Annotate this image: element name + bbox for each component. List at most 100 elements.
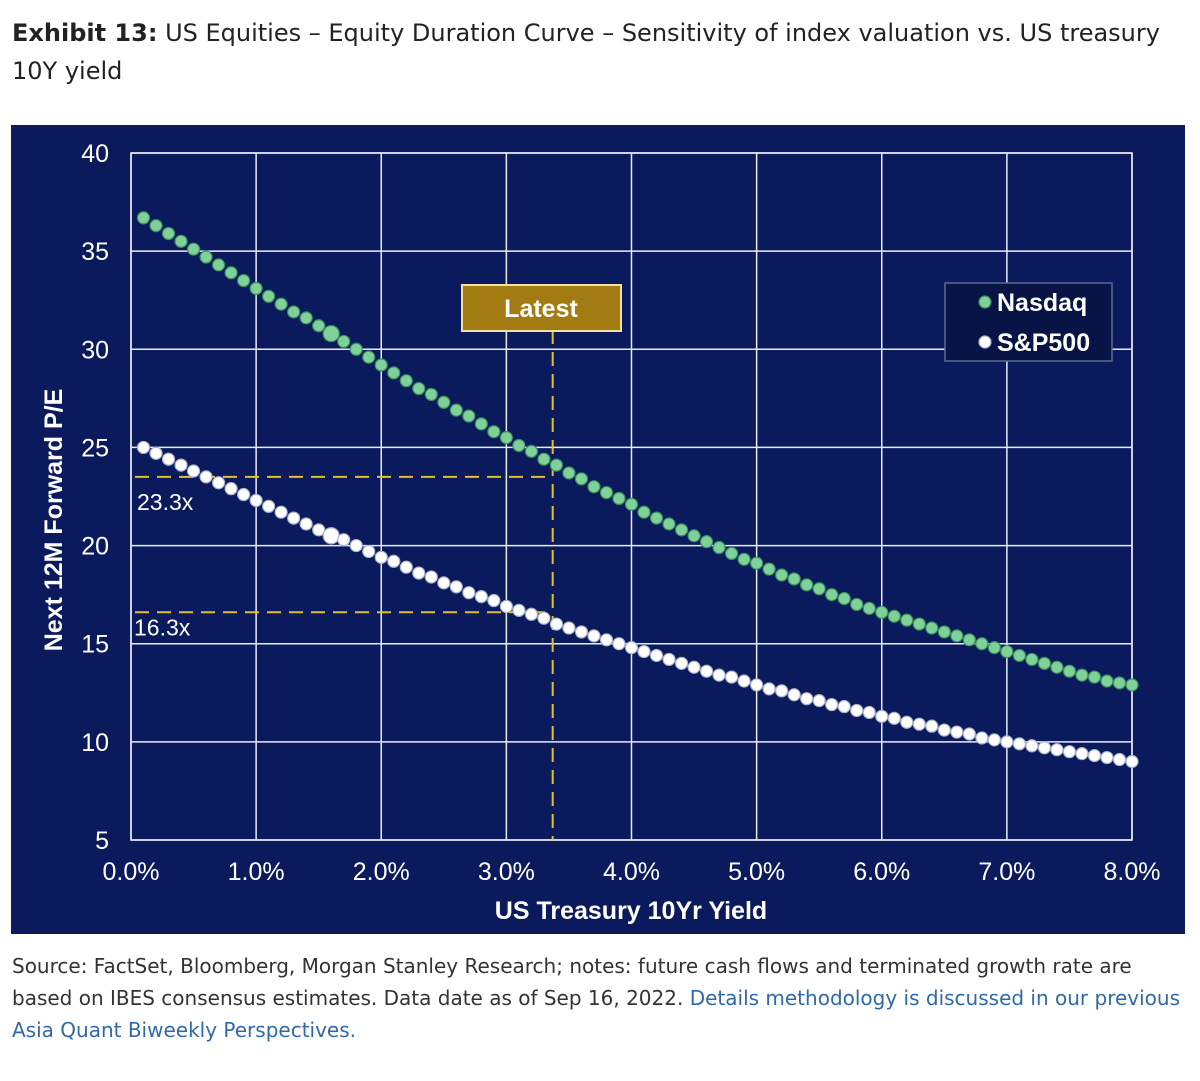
legend-label: Nasdaq (997, 289, 1087, 317)
data-point (624, 497, 639, 511)
data-point (812, 694, 826, 708)
data-point (549, 617, 564, 631)
data-point (599, 485, 614, 500)
data-point (887, 609, 901, 623)
data-point (1000, 644, 1014, 659)
data-point (374, 550, 388, 564)
latest-box (461, 284, 622, 332)
data-point (462, 586, 476, 600)
data-point (1012, 648, 1026, 663)
axis-ticks: 0.0% 1.0% 2.0% 3.0% 4.0% 5.0% 6.0% 7.0% 8.0% 5 10 1… (81, 140, 1160, 886)
data-point (524, 444, 539, 458)
data-point (637, 644, 651, 659)
data-point (875, 605, 889, 619)
exhibit-title: Exhibit 13: US Equities – Equity Duratio… (12, 14, 1188, 90)
data-point (136, 440, 151, 455)
data-point (862, 601, 876, 615)
data-point (224, 482, 238, 496)
x-tick-label: 1.0% (228, 858, 285, 886)
data-point (1087, 748, 1102, 763)
y-tick-label: 40 (81, 140, 109, 168)
data-point (399, 560, 413, 574)
data-point (537, 452, 551, 466)
data-point (862, 705, 876, 720)
data-point (1037, 741, 1052, 755)
data-point (850, 703, 864, 718)
data-point (674, 656, 689, 670)
data-point (1112, 676, 1127, 690)
data-point (1050, 660, 1064, 674)
data-point (412, 381, 426, 396)
data-point (322, 527, 340, 545)
data-point (962, 633, 976, 647)
data-point (900, 715, 914, 729)
y-axis-label: Next 12M Forward P/E (40, 389, 68, 652)
data-point (549, 458, 564, 472)
methodology-link[interactable]: Details methodology is discussed in our … (12, 986, 1181, 1042)
data-point (712, 540, 726, 555)
data-point (287, 305, 301, 319)
x-tick-label: 0.0% (103, 858, 160, 886)
data-point (449, 403, 463, 417)
data-point (211, 258, 226, 272)
data-point (724, 546, 739, 561)
data-point (149, 446, 163, 460)
y-tick-label: 30 (81, 336, 109, 364)
data-point (199, 470, 213, 484)
data-point (474, 417, 488, 431)
y-tick-label: 15 (81, 631, 109, 659)
data-point (499, 599, 513, 614)
data-point (612, 491, 626, 506)
data-point (825, 697, 839, 712)
data-point (887, 711, 901, 725)
data-point (724, 670, 739, 684)
data-point (925, 719, 939, 733)
chart-series (136, 211, 1139, 769)
data-point (950, 725, 964, 739)
data-point (837, 699, 851, 714)
data-point (1125, 754, 1139, 769)
data-point (637, 505, 651, 519)
data-point (1100, 750, 1114, 765)
data-point (237, 487, 251, 502)
data-point (662, 652, 676, 667)
data-point (512, 603, 526, 617)
data-point (399, 374, 413, 388)
data-point (1075, 668, 1089, 682)
latest-callout: Latest (461, 284, 622, 332)
x-tick-label: 2.0% (353, 858, 410, 886)
data-point (312, 319, 326, 333)
data-point (812, 582, 826, 596)
data-point (762, 682, 776, 696)
data-point (1012, 737, 1026, 751)
data-point (174, 458, 188, 472)
data-point (950, 629, 964, 643)
data-point (337, 334, 351, 349)
data-point (1025, 652, 1039, 667)
source-text: Source: FactSet, Bloomberg, Morgan Stanl… (12, 954, 1132, 1010)
data-point (587, 480, 601, 494)
data-point (161, 452, 176, 466)
data-point (649, 648, 664, 663)
data-point (499, 431, 513, 445)
data-point (362, 544, 376, 559)
x-tick-label: 5.0% (728, 858, 785, 886)
data-point (349, 538, 363, 553)
data-point (762, 562, 776, 576)
data-point (900, 613, 914, 627)
data-point (1062, 745, 1077, 759)
data-point (487, 425, 501, 439)
sp500-latest-label: 16.3x (134, 614, 191, 640)
data-point (912, 717, 926, 731)
data-point (474, 590, 488, 604)
data-point (624, 641, 639, 655)
data-point (437, 395, 451, 409)
latest-label: Latest (504, 295, 578, 323)
data-point (312, 523, 326, 537)
data-point (599, 633, 614, 647)
data-point (975, 731, 989, 745)
data-point (574, 472, 589, 486)
data-point (975, 637, 989, 651)
data-point (387, 554, 401, 568)
source-note: Source: FactSet, Bloomberg, Morgan Stanl… (12, 950, 1188, 1046)
